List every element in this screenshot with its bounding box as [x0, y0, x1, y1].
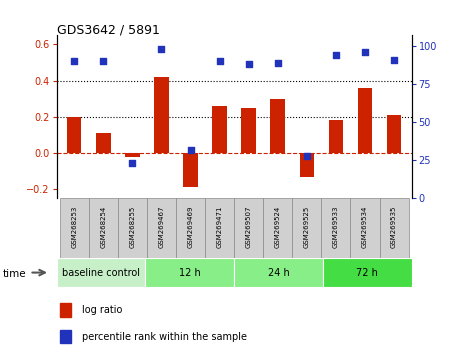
Point: [390, 57, 398, 63]
Text: GSM268254: GSM268254: [100, 206, 106, 248]
Text: percentile rank within the sample: percentile rank within the sample: [82, 332, 246, 342]
Text: GSM269534: GSM269534: [362, 206, 368, 248]
Text: log ratio: log ratio: [82, 305, 122, 315]
Text: GSM269535: GSM269535: [391, 206, 397, 248]
Point: [245, 62, 253, 67]
Bar: [205, 198, 234, 258]
Bar: [350, 198, 379, 258]
Point: [332, 52, 340, 58]
Bar: [154, 77, 169, 153]
Bar: [61, 330, 71, 343]
Text: GSM269471: GSM269471: [217, 206, 223, 249]
Bar: [379, 198, 409, 258]
Text: GSM269533: GSM269533: [333, 206, 339, 249]
Text: GSM269467: GSM269467: [158, 206, 165, 249]
Bar: [147, 198, 176, 258]
Bar: [234, 258, 323, 287]
Text: 24 h: 24 h: [268, 268, 289, 278]
Bar: [89, 198, 118, 258]
Text: time: time: [2, 269, 26, 279]
Text: GSM269524: GSM269524: [275, 206, 281, 248]
Point: [158, 46, 165, 52]
Text: GSM269469: GSM269469: [187, 206, 193, 249]
Bar: [67, 117, 81, 153]
Text: GSM269525: GSM269525: [304, 206, 310, 248]
Text: baseline control: baseline control: [62, 268, 140, 278]
Bar: [176, 198, 205, 258]
Point: [361, 49, 369, 55]
Bar: [61, 303, 71, 317]
Text: GSM269507: GSM269507: [245, 206, 252, 249]
Text: 12 h: 12 h: [179, 268, 201, 278]
Bar: [146, 258, 234, 287]
Point: [274, 60, 281, 65]
Point: [303, 153, 311, 159]
Bar: [118, 198, 147, 258]
Text: 72 h: 72 h: [356, 268, 378, 278]
Bar: [234, 198, 263, 258]
Point: [70, 58, 78, 64]
Bar: [292, 198, 321, 258]
Bar: [96, 133, 111, 153]
Bar: [60, 198, 89, 258]
Text: GSM268255: GSM268255: [129, 206, 135, 248]
Point: [216, 58, 223, 64]
Bar: [387, 115, 401, 153]
Bar: [241, 108, 256, 153]
Point: [187, 147, 194, 152]
Bar: [183, 153, 198, 187]
Bar: [299, 153, 314, 177]
Bar: [321, 198, 350, 258]
Bar: [125, 153, 140, 156]
Bar: [212, 106, 227, 153]
Bar: [323, 258, 412, 287]
Point: [99, 58, 107, 64]
Point: [129, 160, 136, 166]
Bar: [271, 99, 285, 153]
Text: GSM268253: GSM268253: [71, 206, 77, 248]
Bar: [329, 120, 343, 153]
Text: GDS3642 / 5891: GDS3642 / 5891: [57, 23, 159, 36]
Bar: [358, 88, 372, 153]
Bar: [263, 198, 292, 258]
Bar: [57, 258, 146, 287]
